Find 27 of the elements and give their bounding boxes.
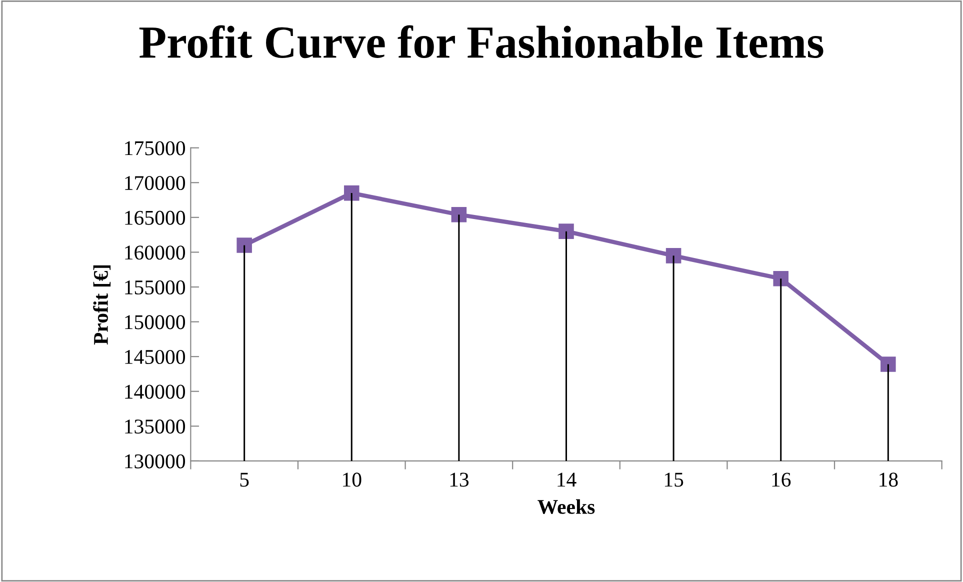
point (773, 271, 788, 286)
y-tick-label: 155000 (125, 280, 186, 294)
point (451, 206, 467, 222)
x-tick-label: 5 (240, 472, 249, 487)
x-tick-label: 15 (664, 472, 684, 487)
y-tick-label: 140000 (125, 384, 186, 399)
point (666, 248, 682, 264)
point (880, 356, 896, 372)
y-tick-label: 135000 (125, 420, 186, 434)
x-tick-label: 16 (772, 472, 791, 487)
y-tick-label: 165000 (125, 210, 186, 225)
x-tick-label: 14 (558, 472, 576, 487)
chart-title: Profit Curve for Fashionable Items (139, 25, 824, 58)
y-tick-label: 145000 (125, 350, 186, 364)
point (236, 238, 252, 253)
y-tick-label: 160000 (125, 246, 186, 260)
point (344, 185, 360, 201)
x-tick-label: 10 (343, 472, 362, 487)
x-tick-label: 13 (450, 472, 469, 487)
y-tick-label: 130000 (125, 454, 186, 468)
y-tick-label: 150000 (125, 315, 186, 330)
y-tick-label: 170000 (125, 176, 186, 190)
point (558, 224, 574, 239)
y-tick-label: 175000 (125, 141, 186, 156)
y-axis-title: Profit [€] (93, 265, 111, 345)
x-axis-title: Weeks (538, 499, 595, 514)
x-tick-label: 18 (880, 472, 898, 487)
